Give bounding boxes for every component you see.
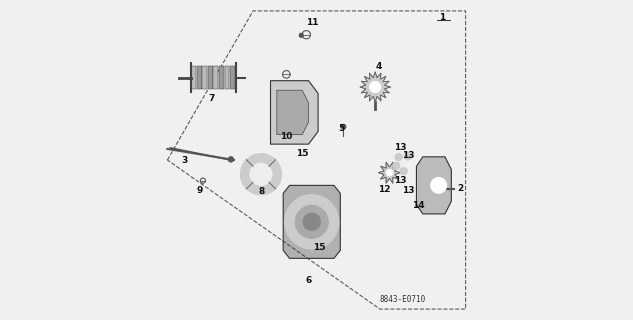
Text: 7: 7	[208, 94, 215, 103]
Bar	[197, 67, 202, 89]
Text: 13: 13	[402, 151, 415, 160]
Text: 4: 4	[375, 62, 382, 71]
Bar	[219, 67, 224, 89]
Bar	[208, 67, 213, 89]
Polygon shape	[379, 162, 401, 183]
Circle shape	[370, 81, 381, 93]
Text: 11: 11	[306, 18, 319, 27]
Circle shape	[241, 154, 282, 195]
Bar	[225, 67, 229, 89]
Text: 13: 13	[402, 186, 415, 195]
Text: 2: 2	[458, 184, 464, 193]
Text: 6: 6	[306, 276, 311, 285]
Text: 14: 14	[411, 202, 424, 211]
Circle shape	[400, 167, 408, 175]
Circle shape	[250, 163, 272, 185]
Text: 15: 15	[313, 243, 326, 252]
Text: 13: 13	[394, 143, 406, 152]
Circle shape	[386, 169, 393, 176]
Bar	[230, 67, 235, 89]
Polygon shape	[360, 72, 391, 102]
Text: 5: 5	[338, 124, 344, 133]
Circle shape	[430, 178, 446, 193]
Bar	[213, 67, 218, 89]
Circle shape	[299, 33, 303, 37]
Polygon shape	[417, 157, 451, 214]
Polygon shape	[270, 81, 318, 144]
Circle shape	[392, 162, 400, 170]
Polygon shape	[283, 185, 341, 258]
Circle shape	[303, 213, 321, 231]
Text: 10: 10	[280, 132, 292, 141]
Text: 8: 8	[259, 187, 265, 196]
Circle shape	[295, 205, 329, 238]
Bar	[203, 67, 207, 89]
Text: 8843-E0710: 8843-E0710	[379, 295, 425, 304]
Polygon shape	[277, 90, 308, 135]
Text: 1: 1	[439, 13, 445, 22]
Text: 15: 15	[296, 149, 308, 158]
Circle shape	[285, 195, 339, 249]
Text: 13: 13	[394, 176, 406, 185]
Text: 9: 9	[197, 186, 203, 195]
Circle shape	[404, 153, 411, 160]
Circle shape	[229, 157, 234, 162]
Text: 3: 3	[182, 156, 188, 164]
Circle shape	[395, 153, 403, 161]
Text: 12: 12	[379, 185, 391, 194]
Circle shape	[341, 124, 346, 129]
Bar	[191, 67, 196, 89]
